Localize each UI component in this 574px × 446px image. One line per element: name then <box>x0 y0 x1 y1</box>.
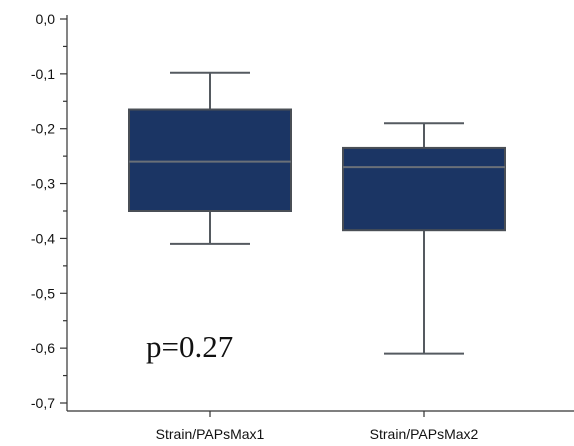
box-series <box>128 71 506 355</box>
iqr-box <box>128 108 292 212</box>
x-axis: Strain/PAPsMax1 Strain/PAPsMax2 <box>67 410 574 442</box>
y-axis: 0,0 -0,1 -0,2 -0,3 -0,4 -0,5 -0,6 -0,7 <box>31 11 68 411</box>
box-plot-1 <box>128 71 292 245</box>
box-plot-2 <box>342 122 506 355</box>
y-tick-label: -0,2 <box>31 121 55 137</box>
x-category-label: Strain/PAPsMax1 <box>156 426 265 442</box>
p-value-annotation: p=0.27 <box>146 329 233 364</box>
y-tick-label: -0,7 <box>31 395 55 411</box>
x-category-label: Strain/PAPsMax2 <box>370 426 479 442</box>
y-tick-label: -0,6 <box>31 340 55 356</box>
iqr-box <box>342 146 506 232</box>
y-tick-label: 0,0 <box>36 11 56 27</box>
y-tick-label: -0,3 <box>31 176 55 192</box>
y-tick-label: -0,4 <box>31 230 55 246</box>
y-tick-label: -0,5 <box>31 285 55 301</box>
y-tick-label: -0,1 <box>31 66 55 82</box>
